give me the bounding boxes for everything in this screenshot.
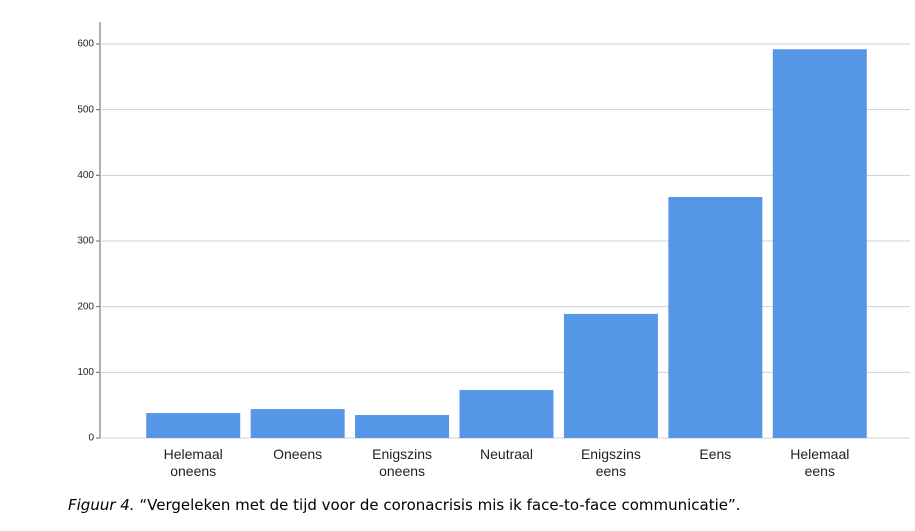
bar <box>772 49 867 439</box>
x-tick-line: Oneens <box>273 446 322 462</box>
x-tick-line: eens <box>596 463 626 479</box>
y-tick-label: 600 <box>77 39 94 50</box>
y-tick-label: 500 <box>77 104 94 115</box>
x-tick-line: eens <box>805 463 835 479</box>
x-tick-label: Helemaal oneens <box>164 446 223 479</box>
caption: Figuur 4. “Vergeleken met de tijd voor d… <box>68 496 741 514</box>
bar <box>668 197 763 438</box>
bar <box>563 313 658 438</box>
y-tick-label: 0 <box>88 433 94 444</box>
x-tick-label: Neutraal <box>480 446 533 462</box>
x-tick-line: Enigszins <box>581 446 641 462</box>
x-tick-line: Enigszins <box>372 446 432 462</box>
x-tick-label: Oneens <box>273 446 322 462</box>
x-tick-line: oneens <box>170 463 216 479</box>
x-tick-label: Enigszins eens <box>581 446 641 479</box>
x-tick-line: Eens <box>699 446 731 462</box>
y-tick-label: 200 <box>77 301 94 312</box>
bar <box>459 390 554 438</box>
y-tick-label: 100 <box>77 367 94 378</box>
x-tick-label: Eens <box>699 446 731 462</box>
x-tick-line: Helemaal <box>790 446 849 462</box>
caption-text: “Vergeleken met de tijd voor de coronacr… <box>139 496 740 514</box>
x-tick-label: Helemaal eens <box>790 446 849 479</box>
x-tick-line: oneens <box>379 463 425 479</box>
y-tick-label: 400 <box>77 170 94 181</box>
x-tick-line: Neutraal <box>480 446 533 462</box>
x-tick-label: Enigszins oneens <box>372 446 432 479</box>
y-tick-label: 300 <box>77 236 94 247</box>
caption-label: Figuur 4. <box>68 496 135 514</box>
bar <box>355 415 450 438</box>
bar <box>250 409 345 438</box>
bar <box>146 413 241 438</box>
x-tick-line: Helemaal <box>164 446 223 462</box>
